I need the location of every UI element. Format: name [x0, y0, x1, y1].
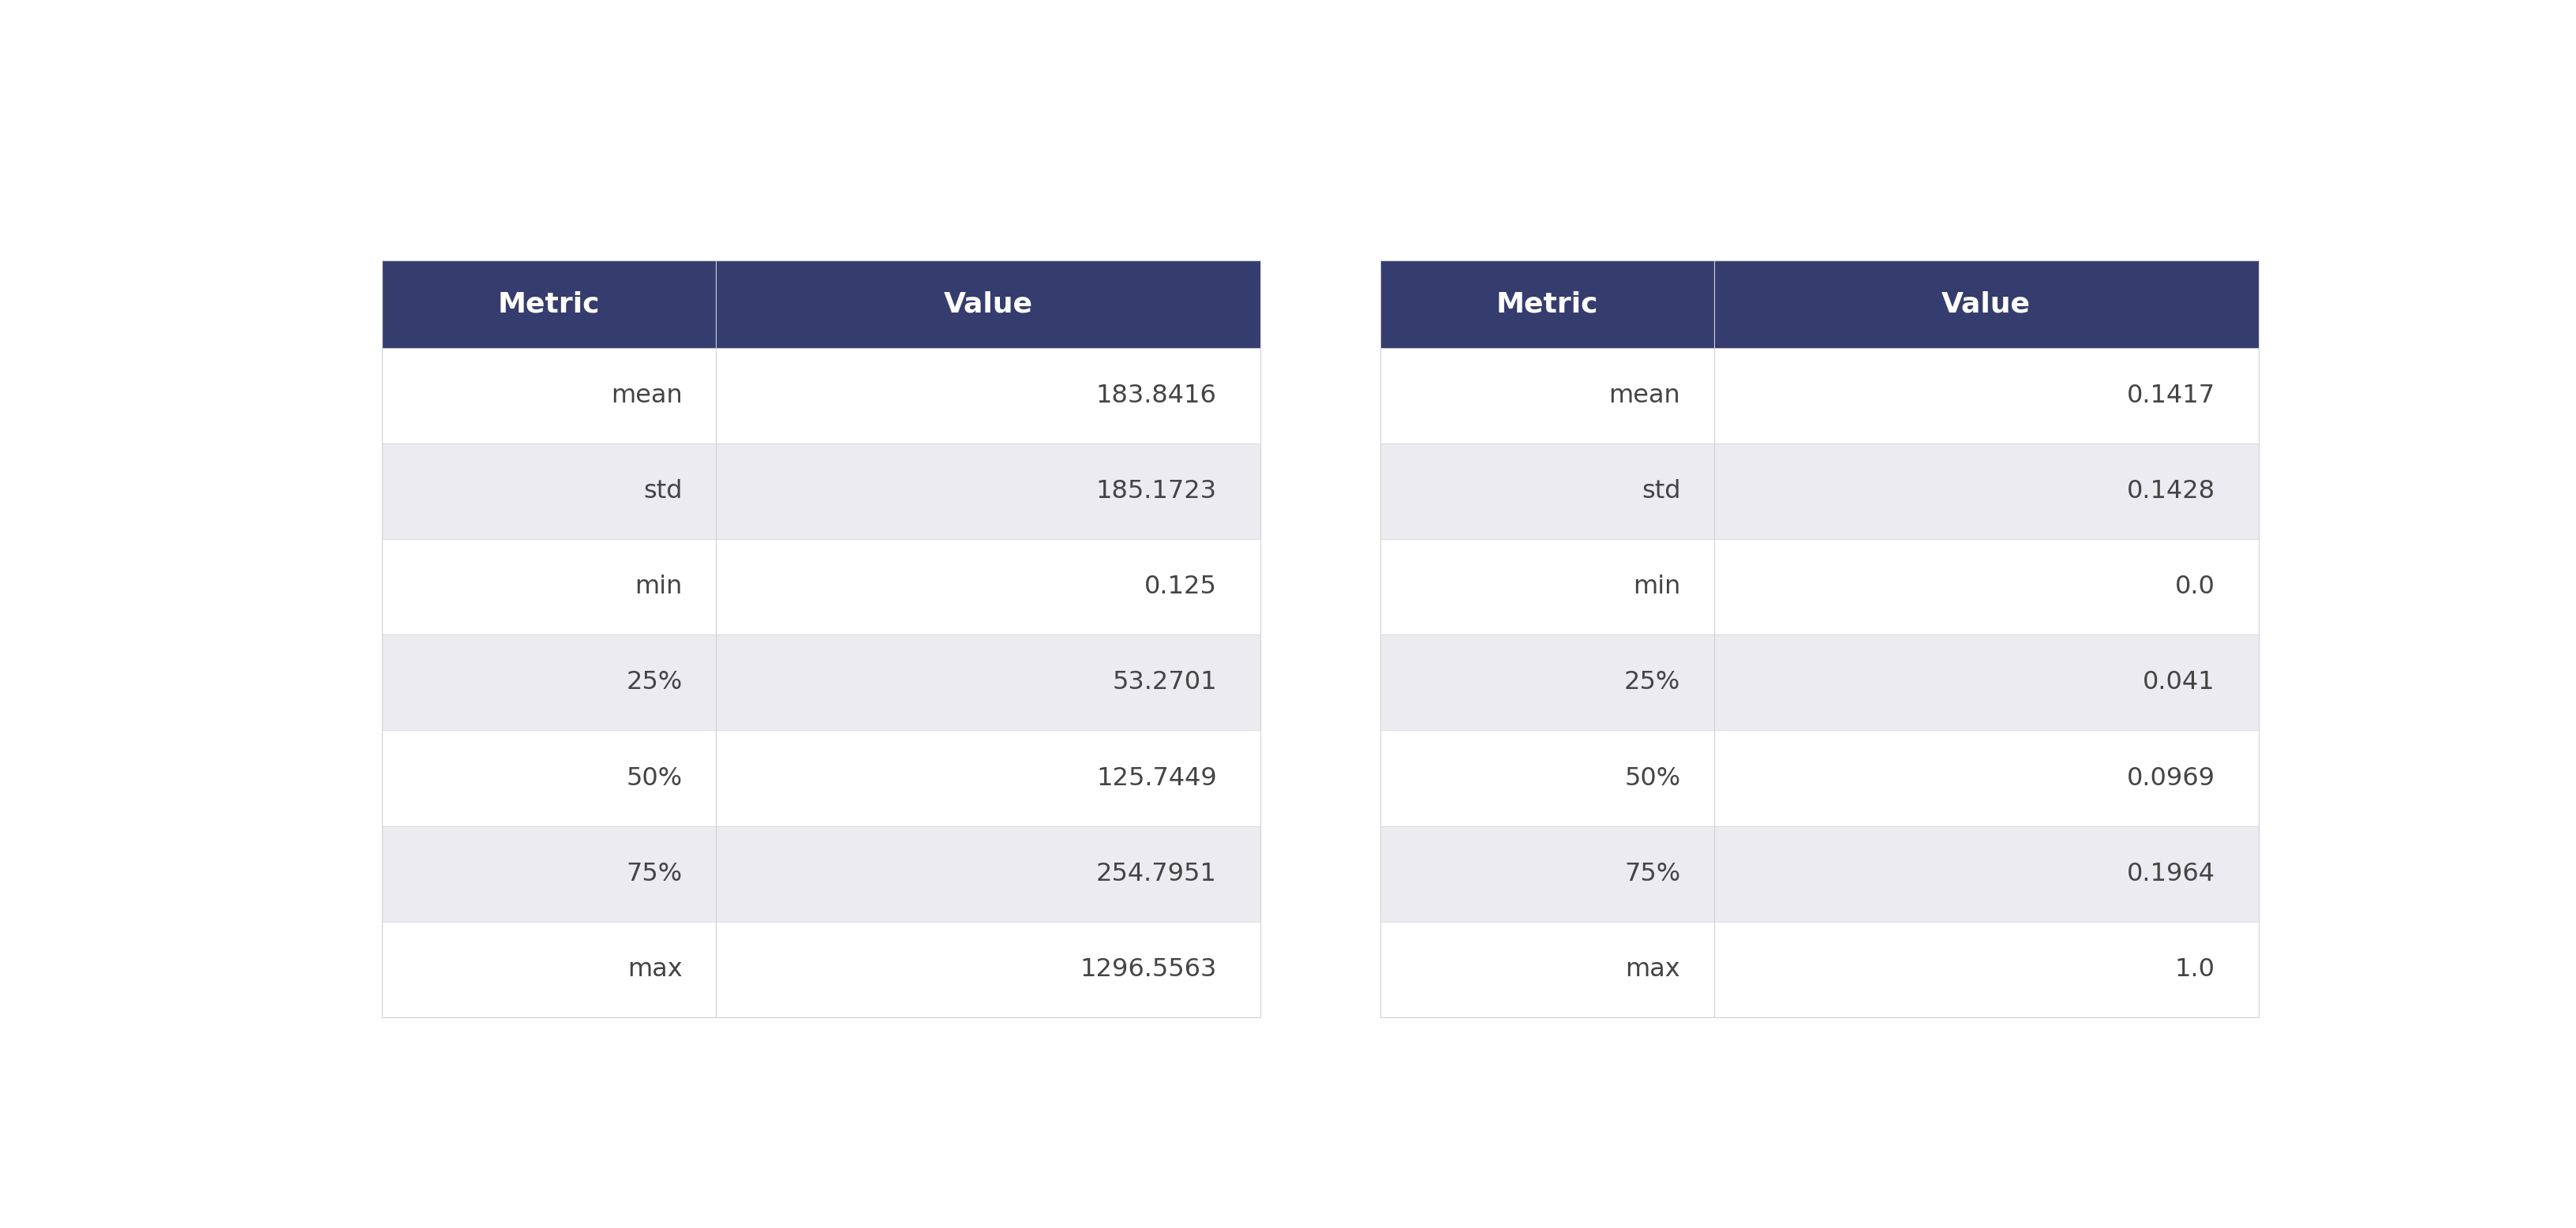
- Bar: [1381, 731, 2259, 826]
- Text: 1296.5563: 1296.5563: [1079, 957, 1216, 981]
- Text: 50%: 50%: [626, 766, 683, 791]
- Text: min: min: [1633, 575, 1680, 599]
- Text: 25%: 25%: [626, 670, 683, 695]
- Text: Value: Value: [943, 291, 1033, 318]
- Text: max: max: [1625, 957, 1680, 981]
- Text: 50%: 50%: [1625, 766, 1680, 791]
- Bar: [1381, 922, 2259, 1017]
- Text: 0.1417: 0.1417: [2125, 383, 2215, 408]
- Text: 0.1964: 0.1964: [2128, 862, 2215, 887]
- Text: 125.7449: 125.7449: [1097, 766, 1216, 791]
- Text: 0.041: 0.041: [2143, 670, 2215, 695]
- Bar: [381, 731, 1260, 826]
- Text: 53.2701: 53.2701: [1113, 670, 1216, 695]
- Bar: [381, 539, 1260, 635]
- Text: 254.7951: 254.7951: [1095, 862, 1216, 887]
- Bar: [1381, 826, 2259, 922]
- Bar: [1713, 260, 2259, 348]
- Text: Metric: Metric: [497, 291, 600, 318]
- Text: mean: mean: [611, 383, 683, 408]
- Bar: [1381, 635, 2259, 731]
- Text: std: std: [1641, 479, 1680, 503]
- Text: max: max: [629, 957, 683, 981]
- Bar: [381, 443, 1260, 539]
- Bar: [381, 348, 1260, 443]
- Text: 185.1723: 185.1723: [1095, 479, 1216, 503]
- Text: 1.0: 1.0: [2174, 957, 2215, 981]
- Text: 0.1428: 0.1428: [2125, 479, 2215, 503]
- Bar: [381, 922, 1260, 1017]
- Bar: [1381, 539, 2259, 635]
- Text: Metric: Metric: [1497, 291, 1597, 318]
- Bar: [381, 635, 1260, 731]
- Text: 0.125: 0.125: [1144, 575, 1216, 599]
- Text: mean: mean: [1610, 383, 1680, 408]
- Bar: [1381, 348, 2259, 443]
- Text: 0.0: 0.0: [2174, 575, 2215, 599]
- Bar: [381, 260, 716, 348]
- Bar: [1381, 260, 1713, 348]
- Text: std: std: [644, 479, 683, 503]
- Text: 75%: 75%: [626, 862, 683, 887]
- Text: 75%: 75%: [1625, 862, 1680, 887]
- Bar: [381, 826, 1260, 922]
- Text: 183.8416: 183.8416: [1095, 383, 1216, 408]
- Text: Value: Value: [1942, 291, 2030, 318]
- Text: 0.0969: 0.0969: [2128, 766, 2215, 791]
- Text: 25%: 25%: [1625, 670, 1680, 695]
- Bar: [1381, 443, 2259, 539]
- Text: min: min: [634, 575, 683, 599]
- Bar: [716, 260, 1260, 348]
